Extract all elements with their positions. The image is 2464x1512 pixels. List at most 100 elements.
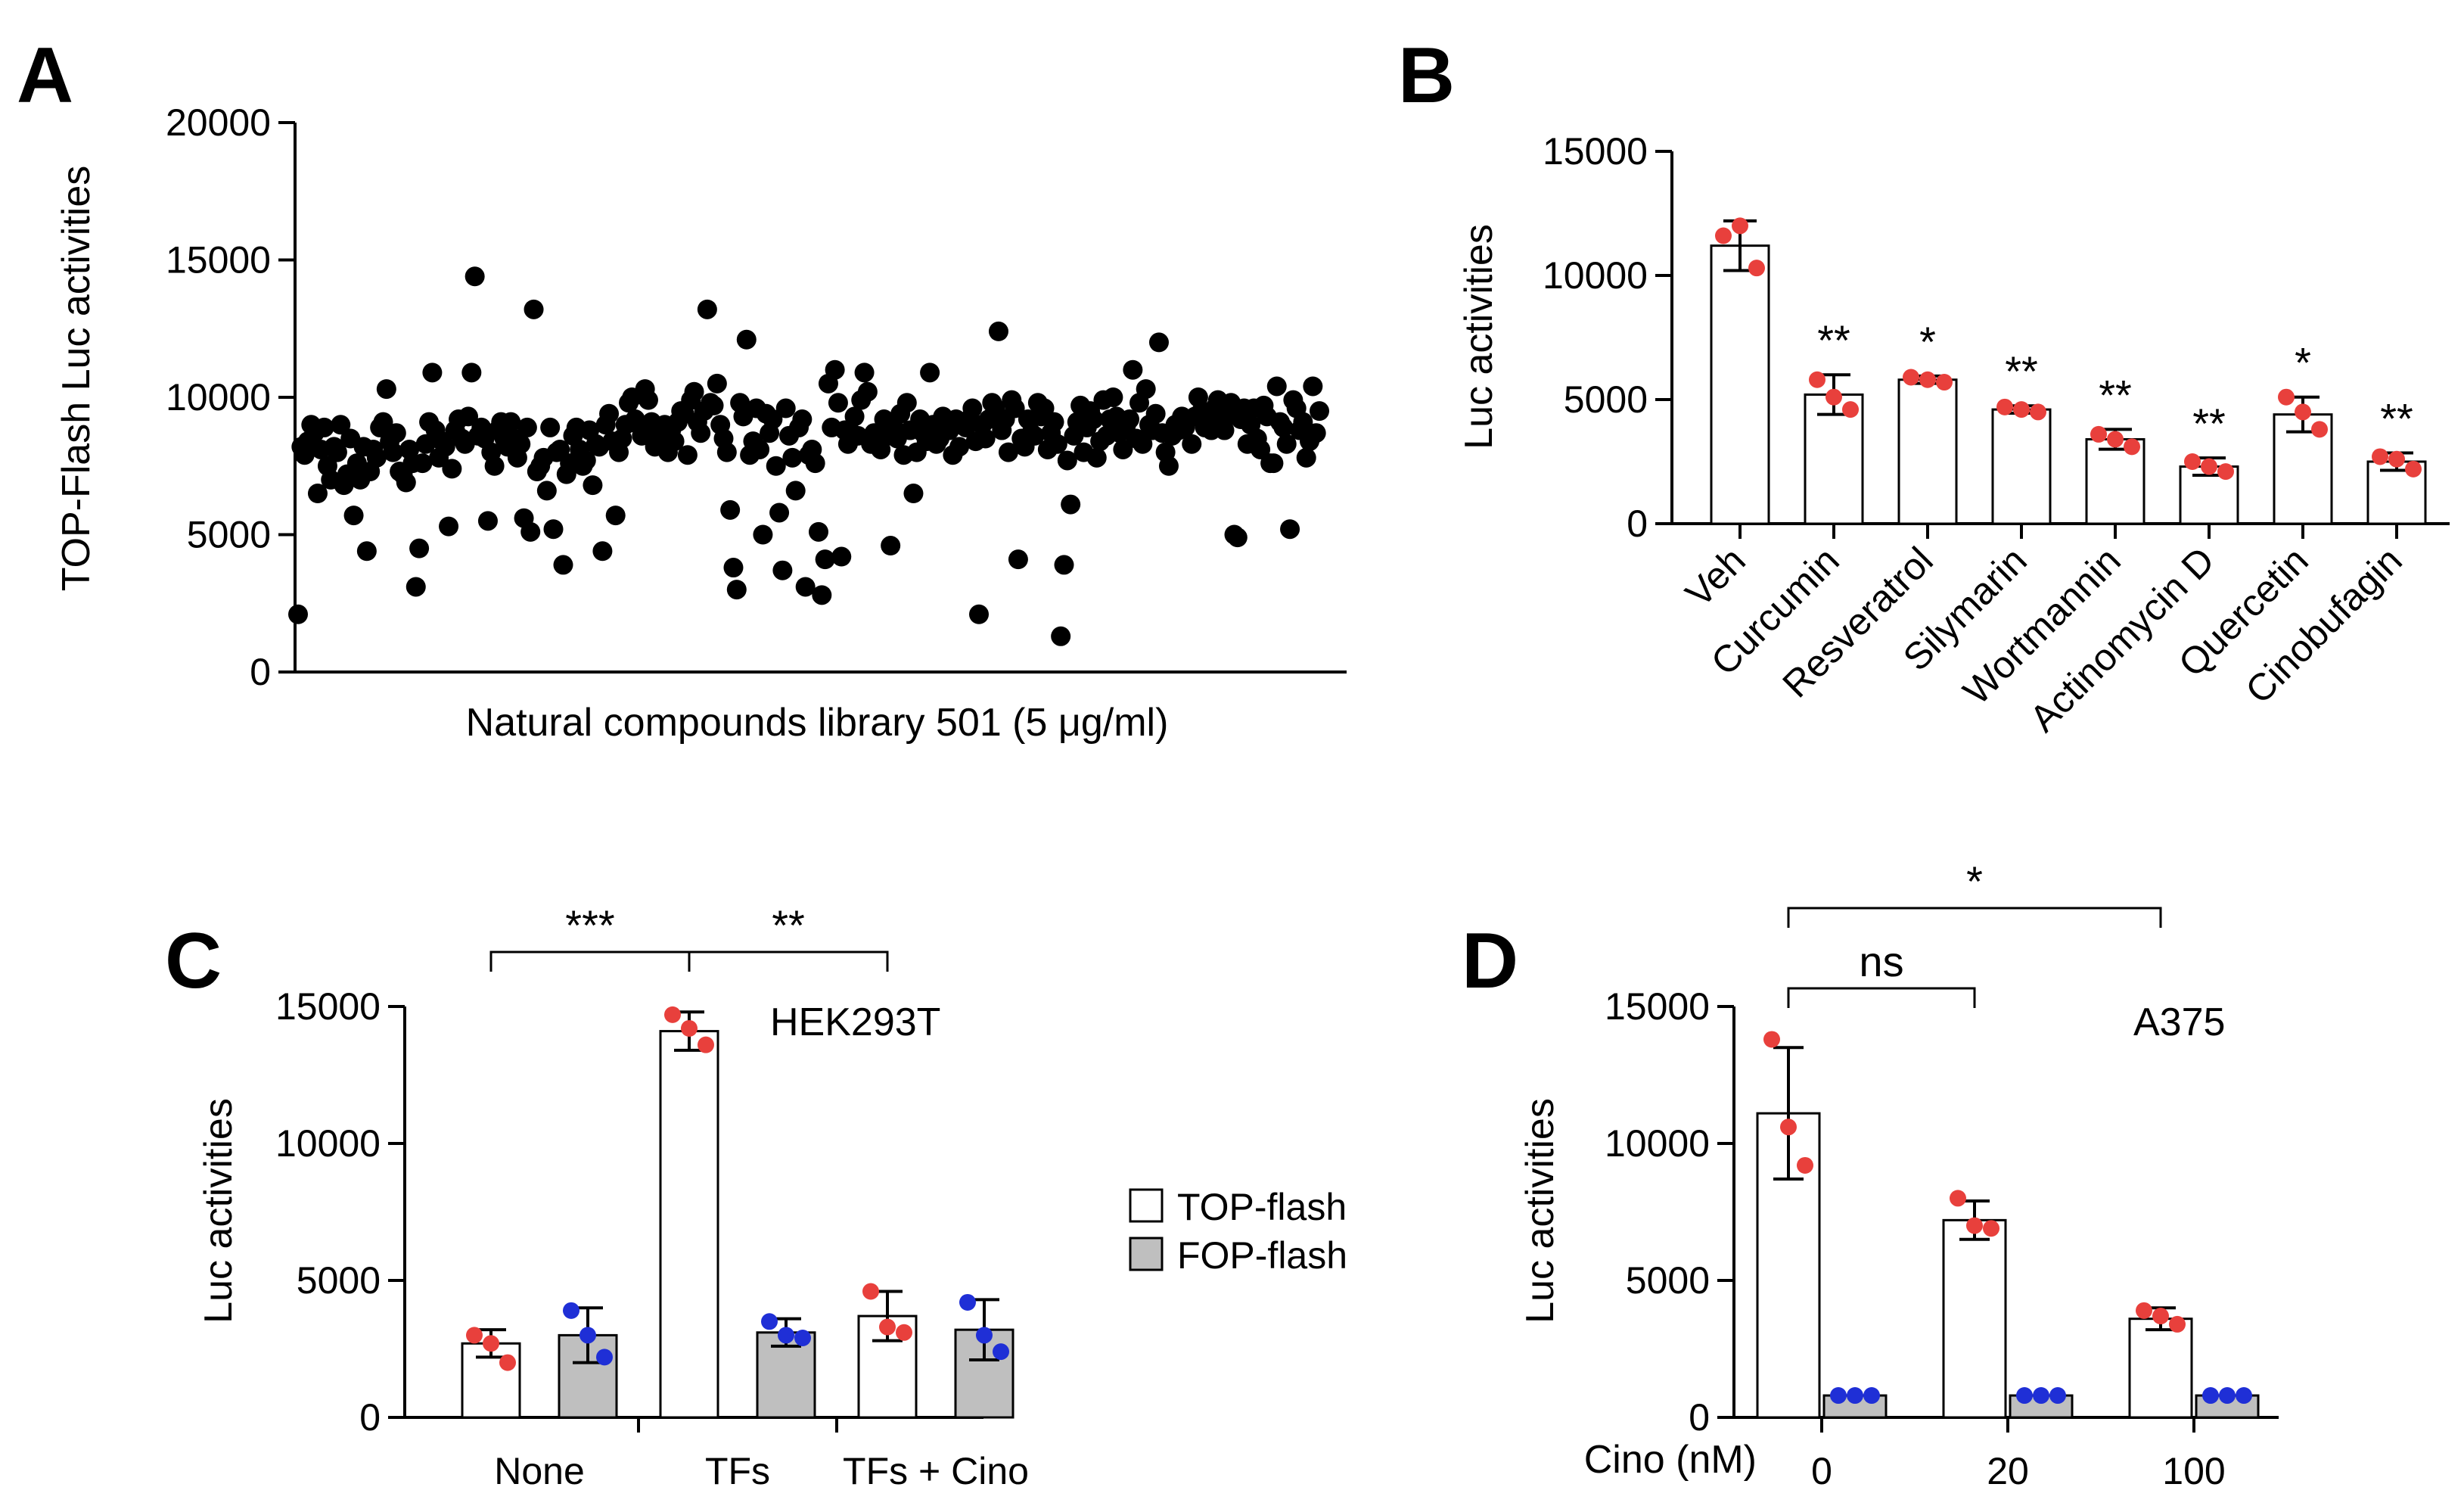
panel-a-data-point bbox=[792, 409, 813, 430]
panel-a-data-point bbox=[815, 549, 835, 570]
panel-d-data-point bbox=[1983, 1220, 1999, 1237]
panel-b-significance-marker: ** bbox=[2380, 395, 2413, 443]
panel-b: B Luc activities 050001000015000Veh**Cur… bbox=[1398, 32, 2450, 740]
panel-a-plot-area: 0 5000 10000 15000 20000 bbox=[166, 101, 1347, 693]
panel-letter-d: D bbox=[1462, 917, 1518, 1005]
panel-a-data-point bbox=[1158, 456, 1179, 476]
panel-a-data-point bbox=[396, 472, 416, 493]
panel-c-y-tick-label: 5000 bbox=[297, 1259, 381, 1302]
panel-c-y-tick-label: 15000 bbox=[275, 985, 381, 1028]
panel-a-data-point bbox=[307, 484, 328, 504]
panel-a-data-point bbox=[795, 577, 816, 597]
panel-a-data-point bbox=[435, 437, 455, 457]
panel-d-x-tick-label: 20 bbox=[1987, 1450, 2029, 1492]
panel-a-data-point bbox=[383, 442, 403, 462]
panel-d-data-point bbox=[1797, 1156, 1813, 1174]
legend-label-top-flash: TOP-flash bbox=[1177, 1186, 1347, 1228]
panel-a-data-point bbox=[1120, 409, 1140, 430]
panel-a-data-point bbox=[1263, 453, 1284, 474]
panel-a-data-point bbox=[553, 555, 573, 575]
panel-b-data-point bbox=[2184, 453, 2201, 470]
panel-b-data-point bbox=[1936, 374, 1953, 391]
panel-a-y-axis-label: TOP-Flash Luc activities bbox=[54, 166, 98, 592]
panel-a-data-point bbox=[1148, 332, 1169, 353]
panel-b-data-point bbox=[2030, 403, 2046, 421]
panel-c-data-point bbox=[794, 1330, 811, 1347]
panel-c-data-point bbox=[563, 1302, 579, 1319]
panel-c-significance-bracket bbox=[489, 950, 691, 972]
panel-a-data-point bbox=[750, 439, 770, 459]
panel-d-significance-label: ns bbox=[1859, 938, 1903, 985]
panel-c-data-point bbox=[959, 1293, 976, 1311]
panel-d-data-point bbox=[2136, 1302, 2152, 1319]
panel-b-data-point bbox=[2090, 425, 2107, 443]
panel-a-data-point bbox=[1306, 423, 1326, 443]
panel-b-bar bbox=[1710, 244, 1770, 525]
panel-d-data-point bbox=[1863, 1387, 1880, 1405]
panel-a-data-point bbox=[288, 604, 308, 624]
panel-b-data-point bbox=[1825, 388, 1842, 406]
panel-a-data-point bbox=[1266, 376, 1287, 397]
panel-a-data-point bbox=[903, 484, 924, 504]
panel-a-data-point bbox=[599, 403, 620, 424]
panel-c-data-point bbox=[596, 1349, 613, 1366]
panel-b-data-point bbox=[2311, 421, 2328, 438]
panel-a-data-point bbox=[812, 585, 832, 605]
panel-a-data-point bbox=[808, 521, 828, 542]
panel-b-y-tick-label: 0 bbox=[1627, 502, 1648, 545]
panel-a-data-point bbox=[1057, 450, 1077, 471]
panel-c-data-point bbox=[879, 1318, 896, 1336]
panel-c-data-point bbox=[664, 1006, 681, 1023]
panel-a-data-point bbox=[998, 442, 1018, 462]
panel-a-data-point bbox=[1103, 387, 1123, 407]
panel-b-significance-marker: ** bbox=[2005, 347, 2038, 395]
panel-a-data-point bbox=[461, 362, 482, 383]
panel-d-data-point bbox=[1763, 1031, 1780, 1048]
panel-c-bar bbox=[659, 1030, 719, 1419]
panel-a-data-point bbox=[477, 511, 498, 531]
panel-c-data-point bbox=[466, 1327, 483, 1344]
panel-b-significance-marker: * bbox=[2295, 339, 2311, 387]
panel-a-data-point bbox=[415, 434, 436, 454]
panel-a-data-point bbox=[1276, 434, 1297, 454]
panel-d-data-point bbox=[2016, 1387, 2033, 1405]
panel-a-data-point bbox=[896, 393, 917, 413]
panel-b-data-point bbox=[1903, 369, 1919, 386]
panel-d-y-tick-label: 15000 bbox=[1605, 985, 1710, 1028]
panel-a-data-point bbox=[1083, 409, 1104, 430]
panel-a-data-point bbox=[373, 412, 393, 432]
panel-b-data-point bbox=[2201, 458, 2217, 475]
panel-a-y-tick-label: 5000 bbox=[187, 514, 271, 556]
panel-d-plot-area: 0 5000 10000 15000 0 20 100 ns * bbox=[1605, 857, 2279, 1492]
panel-b-x-tick-label: Veh bbox=[1677, 539, 1754, 615]
panel-a-data-point bbox=[805, 453, 825, 474]
panel-b-bar bbox=[1991, 408, 2052, 525]
panel-a-y-tick-label: 20000 bbox=[166, 101, 271, 144]
panel-d-y-tick-label: 10000 bbox=[1605, 1122, 1710, 1165]
panel-d-data-point bbox=[2049, 1387, 2066, 1405]
panel-a-data-point bbox=[540, 417, 561, 437]
panel-c-data-point bbox=[499, 1354, 516, 1371]
panel-b-y-tick-label: 15000 bbox=[1543, 130, 1648, 173]
panel-a-data-point bbox=[716, 442, 737, 462]
panel-a-data-point bbox=[769, 502, 790, 523]
panel-b-data-point bbox=[2278, 388, 2295, 406]
panel-b-data-point bbox=[2388, 450, 2405, 468]
panel-a-data-point bbox=[501, 412, 521, 432]
panel-a-data-point bbox=[828, 393, 848, 413]
panel-b-data-point bbox=[2295, 403, 2311, 421]
panel-c: C Luc activities HEK293T 0 5000 10000 15000… bbox=[165, 901, 1347, 1492]
panel-d-y-tick-label: 0 bbox=[1689, 1396, 1710, 1439]
panel-d-data-point bbox=[1847, 1387, 1863, 1405]
panel-a-data-point bbox=[1024, 425, 1045, 446]
panel-a-data-point bbox=[726, 580, 747, 600]
panel-c-data-point bbox=[993, 1343, 1009, 1361]
panel-a-data-point bbox=[854, 362, 875, 383]
panel-a-data-point bbox=[458, 406, 478, 427]
panel-a-data-point bbox=[638, 390, 658, 410]
panel-a-data-point bbox=[1280, 519, 1300, 540]
panel-a-data-point bbox=[543, 519, 564, 540]
panel-a-data-point bbox=[366, 447, 387, 468]
panel-d-data-point bbox=[2219, 1387, 2236, 1405]
